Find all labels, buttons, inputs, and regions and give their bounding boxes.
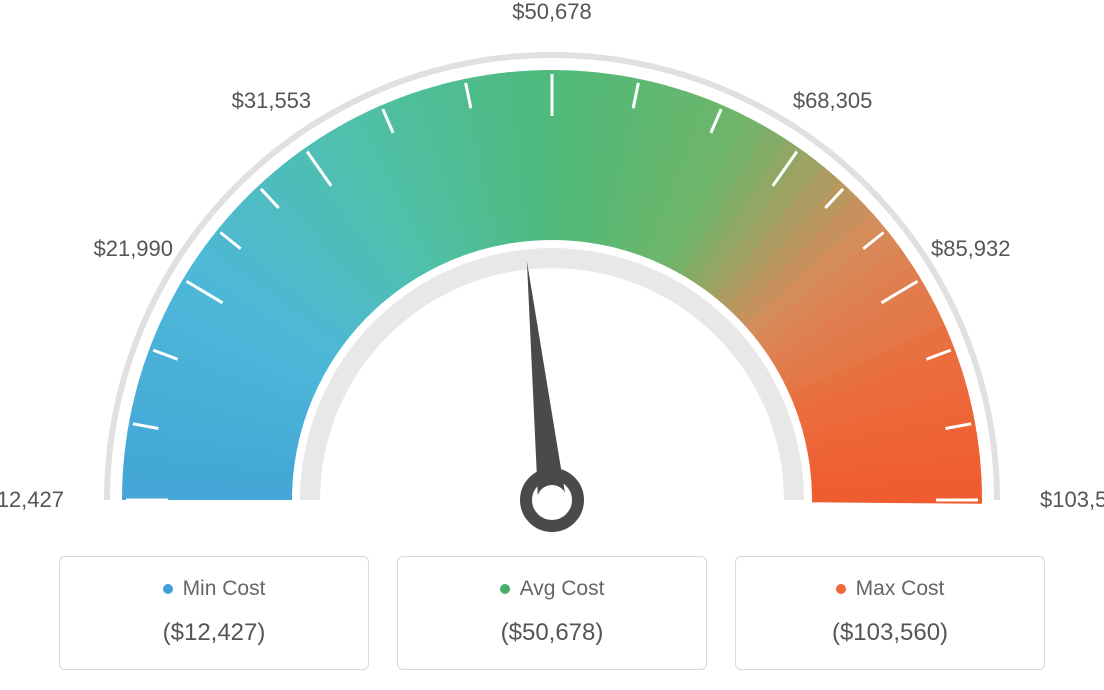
cost-gauge: $12,427$21,990$31,553$50,678$68,305$85,9… <box>52 20 1052 540</box>
gauge-tick-label: $21,990 <box>93 236 173 262</box>
legend-dot-avg <box>500 584 510 594</box>
legend-dot-min <box>163 584 173 594</box>
legend-value-avg: ($50,678) <box>408 619 696 647</box>
legend-title-max: Max Cost <box>836 577 945 601</box>
legend-value-max: ($103,560) <box>746 619 1034 647</box>
legend-dot-max <box>836 584 846 594</box>
gauge-tick-label: $85,932 <box>931 236 1011 262</box>
gauge-tick-label: $50,678 <box>512 0 592 25</box>
gauge-tick-label: $103,560 <box>1040 487 1104 513</box>
legend-card-avg: Avg Cost ($50,678) <box>397 556 707 670</box>
legend-label-avg: Avg Cost <box>520 577 605 601</box>
legend-label-min: Min Cost <box>183 577 266 601</box>
legend-label-max: Max Cost <box>856 577 945 601</box>
gauge-tick-label: $31,553 <box>232 88 312 114</box>
legend-row: Min Cost ($12,427) Avg Cost ($50,678) Ma… <box>59 556 1045 670</box>
gauge-tick-label: $68,305 <box>793 88 873 114</box>
legend-card-max: Max Cost ($103,560) <box>735 556 1045 670</box>
legend-title-min: Min Cost <box>163 577 266 601</box>
legend-value-min: ($12,427) <box>70 619 358 647</box>
legend-title-avg: Avg Cost <box>500 577 605 601</box>
gauge-tick-label: $12,427 <box>0 487 64 513</box>
legend-card-min: Min Cost ($12,427) <box>59 556 369 670</box>
gauge-svg <box>52 20 1052 540</box>
